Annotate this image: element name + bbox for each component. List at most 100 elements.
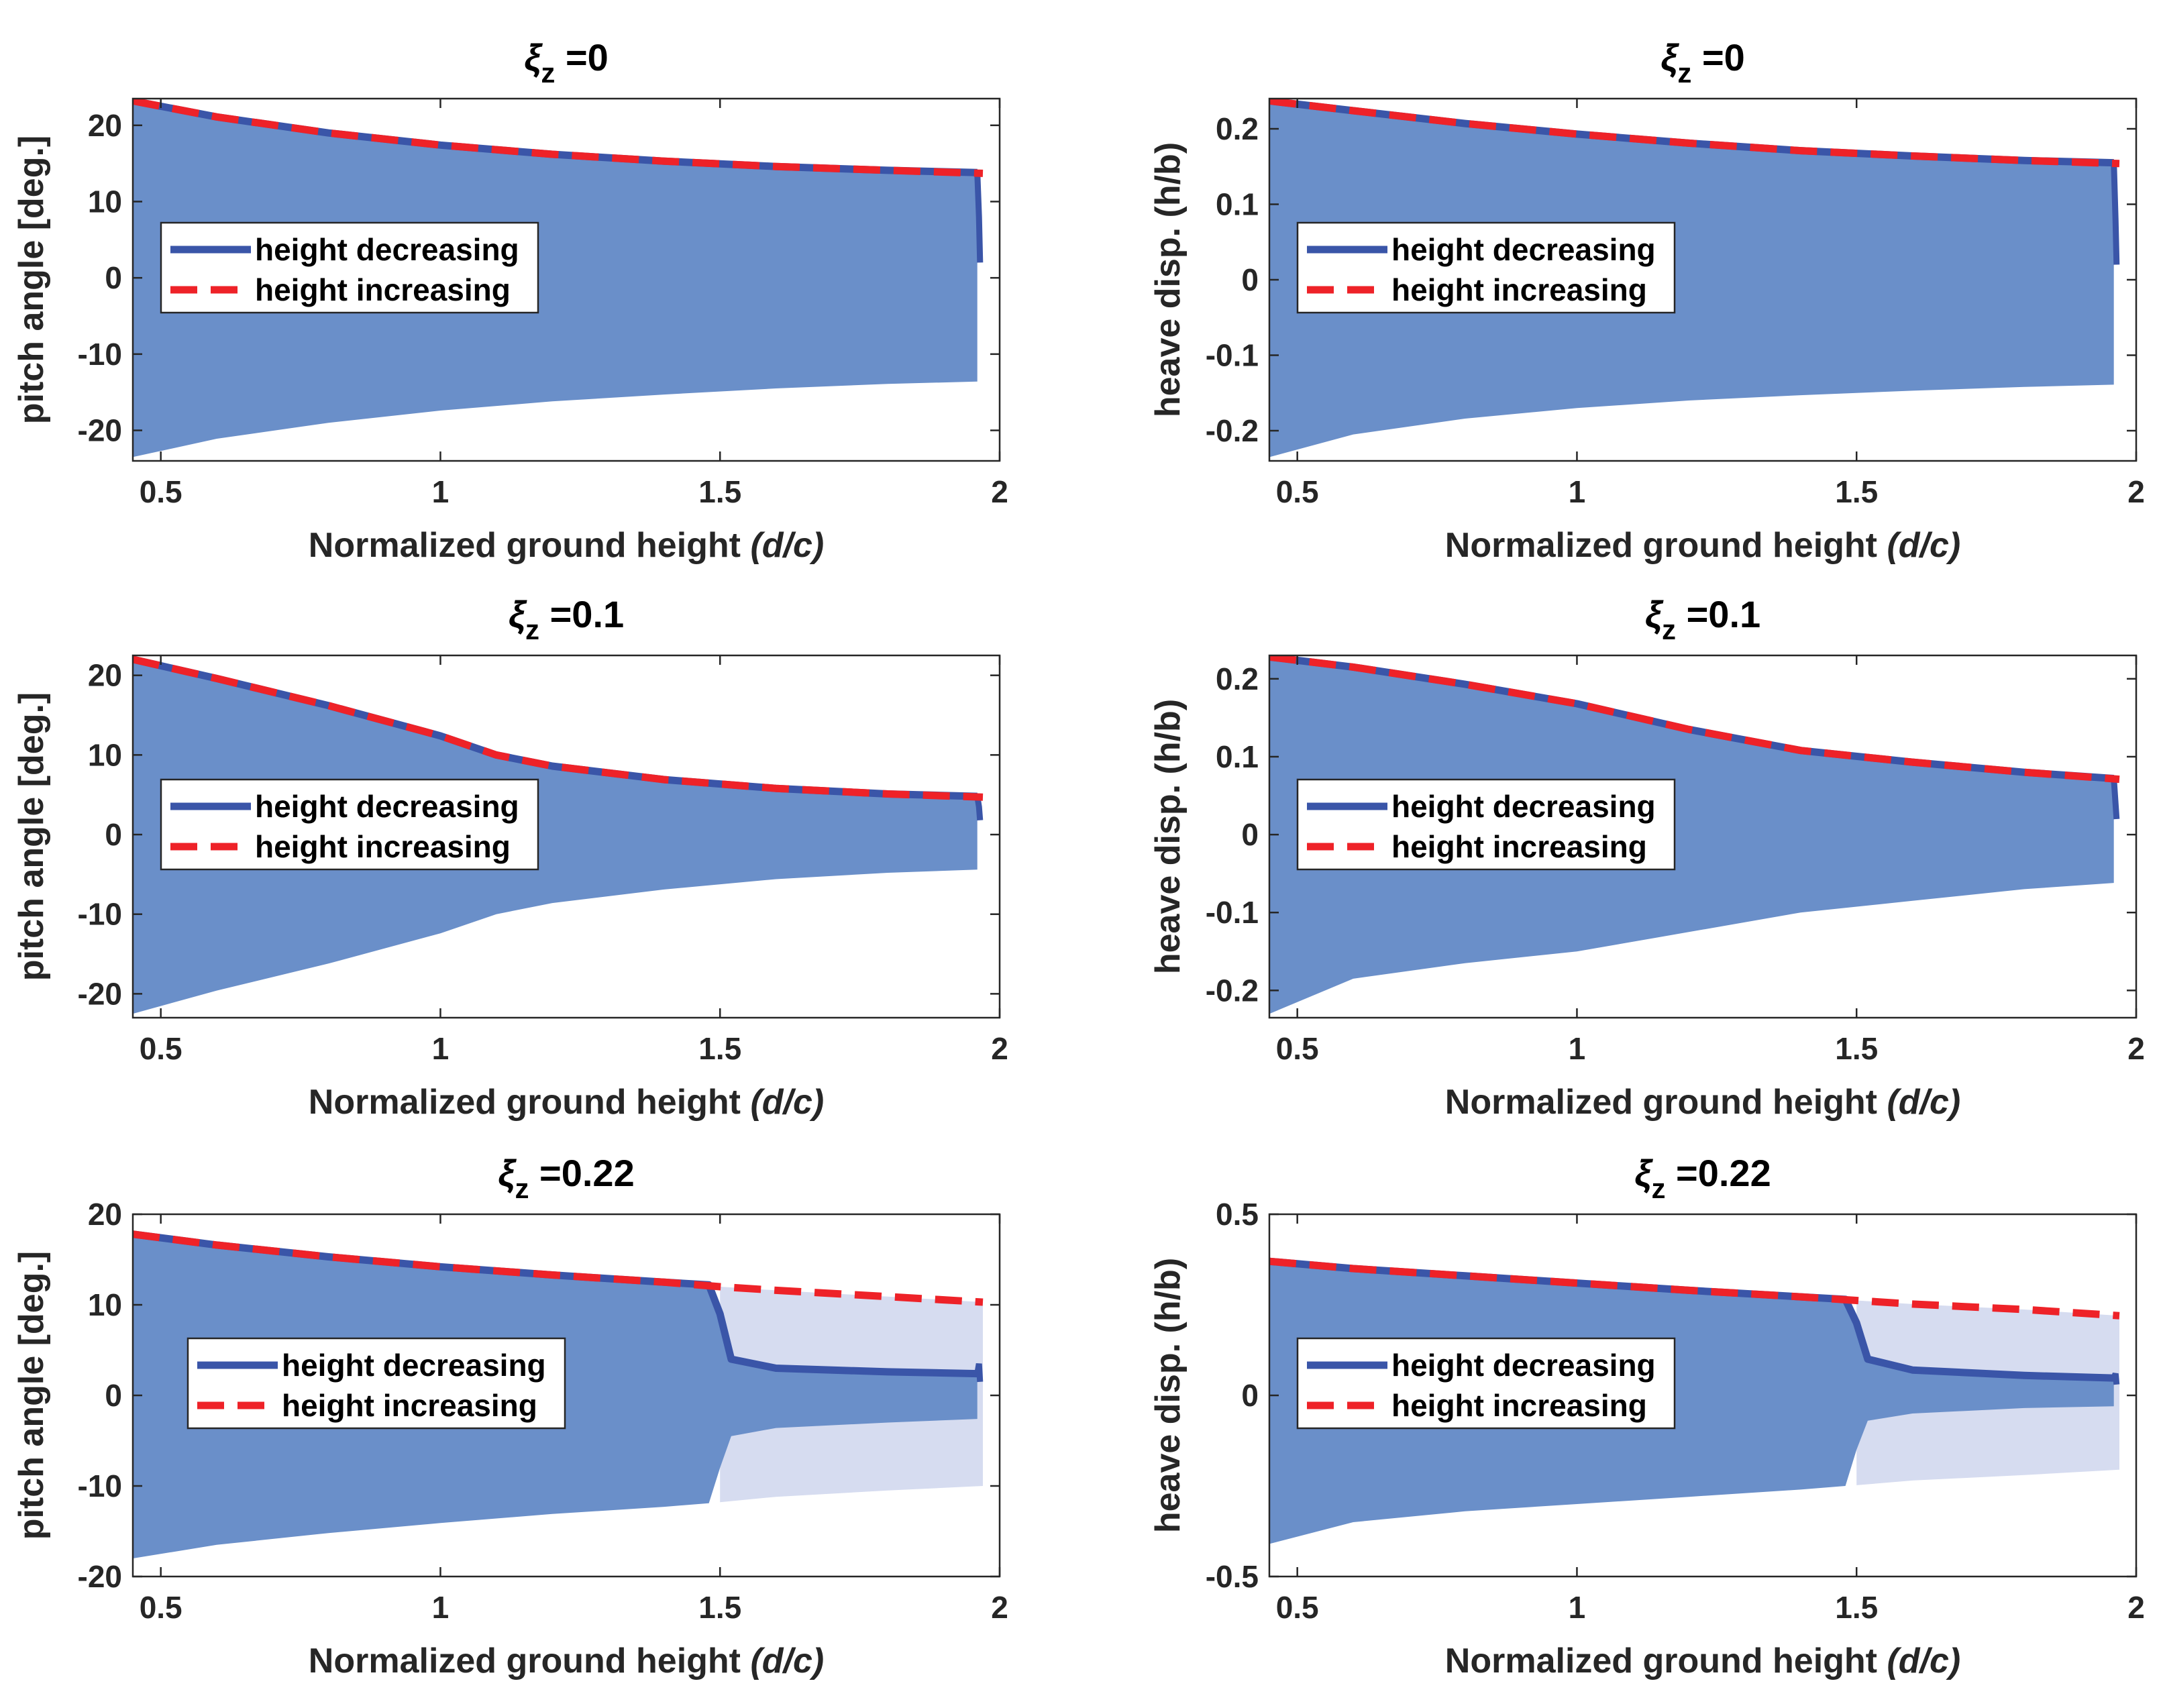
legend-box: [1296, 778, 1676, 871]
y-tick-label: 0.2: [1216, 111, 1259, 146]
x-tick-label: 1: [1569, 1031, 1586, 1066]
legend-label-decreasing: height decreasing: [255, 789, 519, 824]
y-tick-label: 10: [88, 184, 122, 219]
legend-label-decreasing: height decreasing: [255, 232, 519, 267]
x-tick-label: 1.5: [1835, 474, 1878, 509]
envelope-decreasing: [1269, 1261, 2114, 1544]
legend-label-decreasing: height decreasing: [282, 1348, 546, 1383]
x-tick-label: 0.5: [1276, 1590, 1319, 1625]
x-tick-label: 2: [2127, 474, 2145, 509]
y-tick-label: 20: [88, 658, 122, 693]
legend-label-decreasing: height decreasing: [1391, 789, 1656, 824]
chart-title: ξz =0: [1661, 36, 1745, 89]
series-height-increasing: [133, 655, 984, 801]
x-tick-label: 1: [432, 1031, 450, 1066]
x-tick-label: 1.5: [698, 474, 741, 509]
y-tick-label: -20: [78, 413, 122, 448]
legend-label-increasing: height increasing: [1391, 829, 1647, 864]
x-tick-label: 1: [432, 1590, 450, 1625]
series-height-decreasing-tail: [974, 1363, 984, 1383]
y-tick-label: 0: [105, 260, 122, 295]
y-axis-label: pitch angle [deg.]: [12, 692, 51, 981]
y-tick-label: -10: [78, 337, 122, 372]
x-tick-label: 1.5: [698, 1031, 741, 1066]
x-axis-label: Normalized ground height (d/c): [1445, 526, 1960, 565]
legend: height decreasing height increasing: [187, 1337, 566, 1430]
x-tick-label: 1: [1569, 1590, 1586, 1625]
legend-label-decreasing: height decreasing: [1391, 1348, 1656, 1383]
series-height-decreasing-tail: [2111, 162, 2120, 265]
legend-box: [160, 221, 539, 314]
chart-title: ξz =0: [524, 36, 609, 89]
plot-area: [1269, 99, 2120, 458]
x-tick-label: 2: [2127, 1031, 2145, 1066]
envelope-decreasing: [1269, 101, 2114, 458]
series-height-increasing: [1269, 1257, 2120, 1320]
series-height-increasing: [133, 99, 984, 177]
y-axis-label: heave disp. (h/b): [1149, 142, 1188, 417]
y-tick-label: -0.2: [1206, 973, 1259, 1008]
y-tick-label: -20: [78, 976, 122, 1011]
y-axis-label: heave disp. (h/b): [1149, 699, 1188, 974]
x-tick-label: 0.5: [140, 474, 182, 509]
plot-area: [1269, 1257, 2120, 1544]
x-axis-label: Normalized ground height (d/c): [1445, 1083, 1960, 1122]
series-height-increasing: [1269, 655, 2120, 784]
plot-area: [133, 99, 984, 458]
y-tick-label: -0.5: [1206, 1559, 1259, 1594]
y-tick-label: -20: [78, 1559, 122, 1594]
envelope-decreasing: [1269, 657, 2114, 1014]
legend: height decreasing height increasing: [1296, 1337, 1676, 1430]
x-axis-label: Normalized ground height (d/c): [1445, 1642, 1960, 1680]
x-axis-label: Normalized ground height (d/c): [309, 1642, 824, 1680]
y-tick-label: 0.2: [1216, 661, 1259, 696]
axes-box: [131, 654, 1001, 1019]
y-tick-label: 20: [88, 1197, 122, 1232]
legend-label-increasing: height increasing: [282, 1388, 537, 1423]
series-height-decreasing-tail: [2111, 778, 2120, 820]
x-tick-label: 1.5: [1835, 1590, 1878, 1625]
y-axis-label: pitch angle [deg.]: [12, 1251, 51, 1540]
x-tick-label: 2: [991, 1031, 1008, 1066]
y-tick-label: 0: [105, 817, 122, 852]
x-tick-label: 0.5: [140, 1031, 182, 1066]
axes-box: [1268, 654, 2138, 1019]
plot-area: [1269, 655, 2120, 1014]
y-tick-label: 10: [88, 737, 122, 772]
series-height-decreasing-tail: [974, 172, 984, 263]
x-tick-label: 1.5: [1835, 1031, 1878, 1066]
x-tick-label: 0.5: [1276, 474, 1319, 509]
legend-label-decreasing: height decreasing: [1391, 232, 1656, 267]
plot-area: [133, 655, 984, 1014]
legend: height decreasing height increasing: [1296, 778, 1676, 871]
chart-panel-6: 0.5 1 1.5 2 -0.5 0 0.5 Normalized ground height…: [1149, 1152, 2145, 1680]
x-tick-label: 2: [991, 1590, 1008, 1625]
chart-panel-3: 0.5 1 1.5 2 -20 -10 0 10 20 Normalized ground hei…: [12, 593, 1008, 1122]
y-tick-label: 0.1: [1216, 187, 1259, 222]
envelope-decreasing: [133, 101, 978, 458]
chart-panel-2: 0.5 1 1.5 2 -0.2 -0.1 0 0.1 0.2 Normalized ground…: [1149, 36, 2145, 565]
x-tick-label: 1.5: [698, 1590, 741, 1625]
legend-label-increasing: height increasing: [1391, 272, 1647, 307]
y-tick-label: -0.1: [1206, 338, 1259, 373]
y-tick-label: 0: [1241, 262, 1259, 297]
chart-panel-4: 0.5 1 1.5 2 -0.2 -0.1 0 0.1 0.2 Normalized ground…: [1149, 593, 2145, 1122]
legend-box: [187, 1337, 566, 1430]
x-tick-label: 2: [2127, 1590, 2145, 1625]
y-tick-label: 0.1: [1216, 739, 1259, 774]
chart-title: ξz =0.22: [498, 1152, 634, 1204]
y-tick-label: 0: [105, 1378, 122, 1413]
legend-box: [1296, 221, 1676, 314]
legend-label-increasing: height increasing: [255, 272, 511, 307]
x-tick-label: 1: [1569, 474, 1586, 509]
y-axis-label: pitch angle [deg.]: [12, 136, 51, 424]
legend-box: [160, 778, 539, 871]
chart-title: ξz =0.1: [509, 593, 624, 645]
series-height-increasing: [1269, 99, 2120, 168]
x-tick-label: 0.5: [1276, 1031, 1319, 1066]
x-axis-label: Normalized ground height (d/c): [309, 526, 824, 565]
legend-label-increasing: height increasing: [1391, 1388, 1647, 1423]
legend: height decreasing height increasing: [160, 221, 539, 314]
y-tick-label: 0: [1241, 817, 1259, 852]
